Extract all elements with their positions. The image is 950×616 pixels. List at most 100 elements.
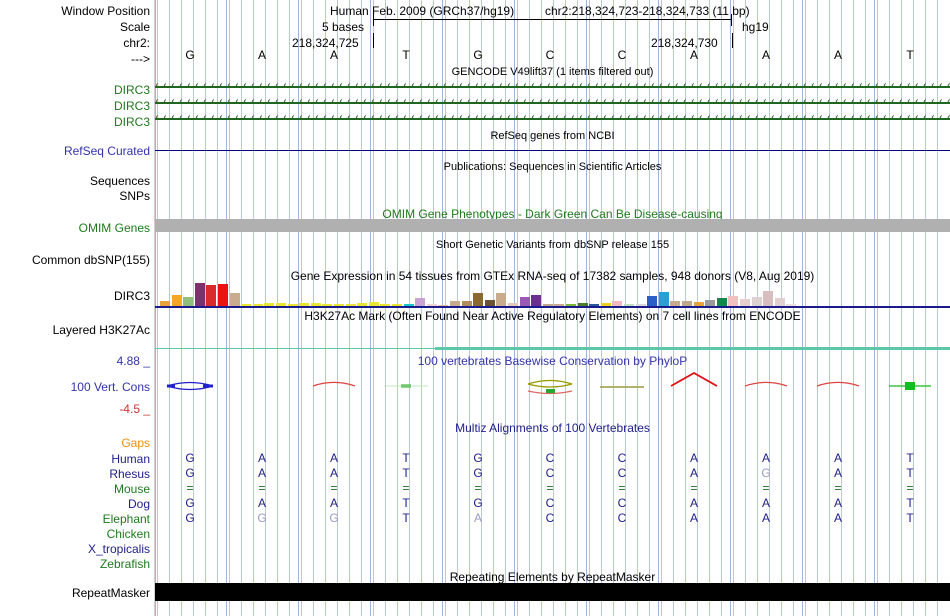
gtex-bar[interactable] [693,301,704,307]
gtex-bar[interactable] [380,303,391,307]
gtex-bar[interactable] [647,296,658,307]
gtex-bar[interactable] [554,304,565,307]
sequences-label[interactable]: Sequences [89,174,150,188]
gaps-label[interactable]: Gaps [121,436,150,450]
phylop-conservation-plot[interactable] [155,362,950,410]
gtex-expression-barchart[interactable] [156,283,950,307]
base-letter: T [402,48,410,62]
gtex-bar[interactable] [531,295,542,307]
gtex-bar[interactable] [426,304,437,307]
gtex-bar[interactable] [218,284,228,307]
gencode-gene-row-3[interactable]: ‹‹‹‹‹‹‹‹‹‹‹‹‹‹‹‹‹‹‹‹‹‹‹‹‹‹‹‹‹‹‹‹‹‹‹‹‹‹‹‹… [155,112,950,125]
gtex-bar[interactable] [658,291,669,307]
gtex-bar[interactable] [763,290,774,307]
gtex-bar[interactable] [403,303,414,307]
gencode-gene-label-1[interactable]: DIRC3 [113,83,150,97]
gtex-bar[interactable] [276,303,286,307]
gtex-bar[interactable] [392,303,402,307]
repeatmasker-label[interactable]: RepeatMasker [71,586,150,600]
gtex-bar[interactable] [751,297,762,307]
gtex-bar[interactable] [322,303,333,307]
gtex-bar[interactable] [183,296,194,307]
alignment-base: = [546,481,554,495]
ruler-tick-mark-2 [732,33,733,48]
alignment-base: = [258,481,266,495]
species-label-chicken[interactable]: Chicken [106,527,150,541]
gtex-bar[interactable] [484,299,495,307]
gtex-bar[interactable] [635,304,646,307]
gtex-bar[interactable] [774,298,785,307]
gtex-bar[interactable] [299,303,310,307]
gtex-bar[interactable] [740,299,750,307]
alignment-base: G [473,466,483,480]
omim-genes-label[interactable]: OMIM Genes [78,221,150,235]
repeatmasker-bar[interactable] [155,583,950,601]
species-label-dog[interactable]: Dog [127,497,150,511]
scale-bar-tick-left [373,14,374,26]
gtex-bar[interactable] [438,304,449,307]
gtex-bar[interactable] [368,302,379,307]
gtex-bar[interactable] [450,300,460,307]
gtex-bar[interactable] [473,292,484,307]
gtex-bar[interactable] [461,300,472,307]
gtex-bar[interactable] [600,302,611,307]
cons-track-label[interactable]: 100 Vert. Cons [70,380,150,394]
layered-h3k27ac-label[interactable]: Layered H3K27Ac [52,323,150,337]
gtex-bar[interactable] [496,293,507,307]
gtex-bar[interactable] [624,303,634,307]
gtex-bar[interactable] [415,298,426,307]
omim-genes-bar[interactable] [155,219,950,232]
gtex-bar[interactable] [287,303,298,307]
gtex-bar[interactable] [705,299,716,307]
species-label-rhesus[interactable]: Rhesus [109,467,150,481]
gtex-bar[interactable] [566,303,576,307]
gencode-gene-row-1[interactable]: ‹‹‹‹‹‹‹‹‹‹‹‹‹‹‹‹‹‹‹‹‹‹‹‹‹‹‹‹‹‹‹‹‹‹‹‹‹‹‹‹… [155,80,950,93]
gtex-bar[interactable] [728,296,739,307]
alignment-base: T [906,451,914,465]
gtex-bar[interactable] [508,303,518,307]
gtex-bar[interactable] [160,301,170,307]
species-label-mouse[interactable]: Mouse [113,482,150,496]
gtex-gene-label[interactable]: DIRC3 [113,289,150,303]
alignment-row [155,541,950,556]
gtex-bar[interactable] [357,303,368,307]
gtex-bar[interactable] [542,304,553,307]
gtex-bar[interactable] [241,303,252,307]
gtex-bar[interactable] [334,303,344,307]
species-label-elephant[interactable]: Elephant [102,512,150,526]
gtex-bar[interactable] [345,303,356,307]
gtex-bar[interactable] [786,303,797,307]
gtex-bar[interactable] [194,283,205,307]
refseq-curated-label[interactable]: RefSeq Curated [63,144,150,158]
gtex-bar[interactable] [264,303,275,307]
gtex-bar[interactable] [577,303,588,307]
alignment-base: T [402,496,410,510]
base-letter: A [833,48,842,62]
gencode-gene-label-2[interactable]: DIRC3 [113,99,150,113]
alignment-base: C [617,451,627,465]
gtex-bar[interactable] [682,301,692,307]
gtex-bar[interactable] [310,303,321,307]
alignment-row [155,556,950,571]
gtex-bar[interactable] [252,303,263,307]
gtex-bar[interactable] [670,300,681,307]
gtex-bar[interactable] [229,292,240,307]
cons-max-value: 4.88 _ [116,354,150,368]
gtex-bar[interactable] [519,297,530,307]
phylop-peak [166,381,214,391]
species-label-x_tropicalis[interactable]: X_tropicalis [87,542,150,556]
gtex-bar[interactable] [589,304,600,307]
species-label-human[interactable]: Human [111,452,150,466]
gtex-bar[interactable] [206,285,217,307]
gencode-gene-row-2[interactable]: ‹‹‹‹‹‹‹‹‹‹‹‹‹‹‹‹‹‹‹‹‹‹‹‹‹‹‹‹‹‹‹‹‹‹‹‹‹‹‹‹… [155,96,950,109]
gtex-bar[interactable] [612,300,623,307]
snps-label[interactable]: SNPs [119,189,150,203]
gencode-gene-label-3[interactable]: DIRC3 [113,115,150,129]
gtex-bar[interactable] [171,295,182,307]
common-dbsnp-label[interactable]: Common dbSNP(155) [31,253,150,267]
species-label-zebrafish[interactable]: Zebrafish [99,557,150,571]
gtex-bar[interactable] [716,297,727,307]
